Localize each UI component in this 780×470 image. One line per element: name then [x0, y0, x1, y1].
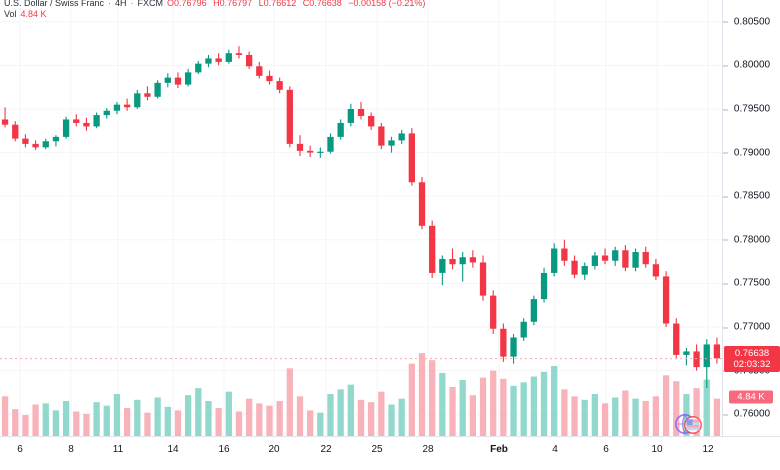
time-tick-feb: Feb	[490, 444, 508, 455]
price-tick-label: 0.79000	[733, 147, 771, 159]
tick-dash	[723, 283, 728, 285]
price-tick-0.79500: 0.79500	[723, 104, 780, 115]
time-tick-25: 25	[371, 444, 383, 455]
price-tick-label: 0.78000	[733, 234, 771, 246]
tick-dash	[723, 152, 728, 154]
tick-dash	[723, 327, 728, 328]
price-tick-0.78500: 0.78500	[723, 191, 780, 202]
volume-badge[interactable]: 4.84 K	[729, 390, 773, 404]
price-tick-label: 0.79500	[733, 103, 771, 115]
current-price-badge[interactable]: 0.76638 02:03:32	[724, 345, 780, 372]
tick-dash	[723, 109, 728, 110]
price-tick-0.80500: 0.80500	[723, 16, 780, 27]
price-tick-0.77000: 0.77000	[723, 322, 780, 333]
time-axis[interactable]: 6 8 11 14 16 20 22 25 28 Feb 4 6 10 12	[0, 436, 780, 470]
chart-plot-area[interactable]	[0, 0, 722, 436]
price-tick-label: 0.78500	[733, 190, 771, 202]
price-tick-label: 0.80000	[733, 59, 771, 71]
price-tick-0.76000: 0.76000	[723, 409, 780, 420]
tick-dash	[723, 239, 728, 241]
time-tick-12: 12	[702, 444, 714, 455]
time-tick-8: 8	[68, 444, 74, 455]
price-tick-0.80000: 0.80000	[723, 60, 780, 71]
tick-dash	[723, 65, 728, 67]
time-tick-10: 10	[651, 444, 663, 455]
time-tick-22: 22	[320, 444, 332, 455]
bar-countdown: 02:03:32	[733, 358, 771, 370]
price-tick-label: 0.76000	[733, 408, 771, 420]
tick-dash	[723, 21, 728, 23]
current-price-value: 0.76638	[734, 347, 770, 359]
time-tick-6: 6	[17, 444, 23, 455]
time-tick-16: 16	[218, 444, 230, 455]
price-tick-label: 0.77500	[733, 277, 771, 289]
time-tick-6: 6	[603, 444, 609, 455]
time-tick-20: 20	[268, 444, 280, 455]
price-tick-0.77500: 0.77500	[723, 278, 780, 289]
time-tick-14: 14	[167, 444, 179, 455]
price-tick-label: 0.80500	[733, 16, 771, 28]
price-tick-0.79000: 0.79000	[723, 147, 780, 158]
time-tick-4: 4	[552, 444, 558, 455]
grid-lines	[0, 0, 722, 436]
tick-dash	[723, 196, 728, 198]
price-tick-0.78000: 0.78000	[723, 234, 780, 245]
time-tick-28: 28	[422, 444, 434, 455]
time-tick-11: 11	[112, 444, 124, 455]
tick-dash	[723, 414, 728, 416]
volume-bars	[1, 353, 721, 436]
candlesticks	[1, 46, 721, 389]
candlestick-svg	[0, 0, 722, 436]
price-tick-label: 0.77000	[733, 321, 771, 333]
price-axis[interactable]: 0.80500 0.80000 0.79500 0.79000 0.78500 0.780…	[722, 0, 780, 436]
